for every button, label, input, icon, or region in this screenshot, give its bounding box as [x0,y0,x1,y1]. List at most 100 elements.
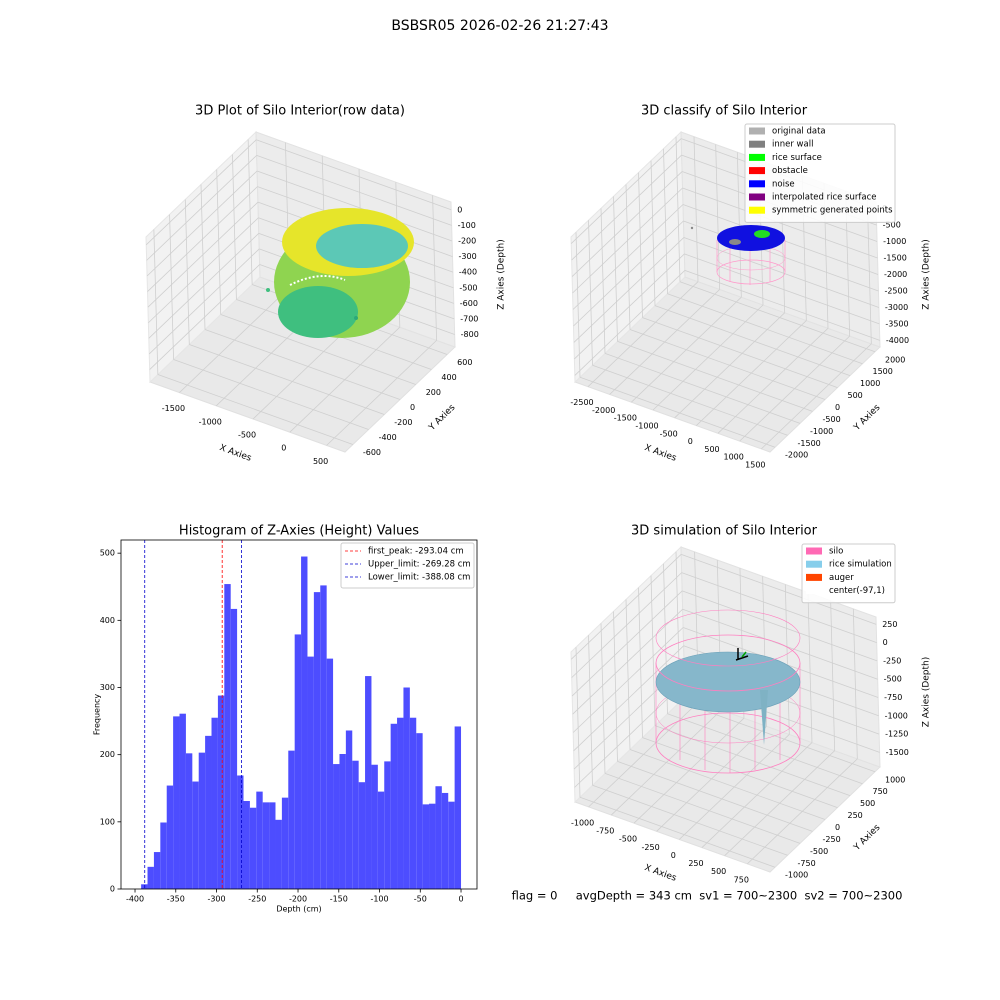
grid-line [682,187,878,259]
y-tick-label: -250 [823,835,841,844]
legend-label: inner wall [772,140,813,150]
z-tick-label: -600 [460,299,478,308]
plot-frame [120,539,478,890]
histogram-bar [448,801,455,889]
y-tick-label: 500 [860,799,875,808]
grid-line [256,155,452,226]
histogram-bar [256,791,263,889]
histogram-bar [179,713,186,889]
histogram-bar [237,775,244,889]
grid-line [573,645,684,752]
histogram-bar [147,866,154,889]
legend-label: silo [829,547,843,557]
grid-line [604,352,801,424]
z-tick-label: -400 [459,268,477,277]
grid-line [570,138,682,244]
histogram-bar [358,782,366,889]
grid-line [683,237,880,308]
histogram-bar [339,753,346,889]
z-tick-label: -250 [883,656,901,665]
x-tick-label: -2500 [570,398,593,407]
histogram-bar [403,687,410,889]
grid-line [572,187,683,294]
x-tick-label: -200 [289,895,307,904]
subplot-title: Histogram of Z-Axies (Height) Values [179,524,419,539]
z-tick-label: -1500 [886,748,909,757]
legend-label: obstacle [772,166,808,176]
legend-label: noise [772,179,795,189]
legend-label: center(-97,1) [829,586,885,596]
grid-line [432,195,438,341]
histogram-bar [269,802,276,889]
legend-swatch [749,127,765,135]
grid-line [571,171,683,277]
grid-line [684,270,880,341]
classified-cloud [690,225,786,285]
histogram-bar [429,803,436,889]
x-tick-label: 0 [281,444,286,453]
legend-swatch [806,560,822,568]
histogram-bar [320,585,327,889]
grid-line [571,154,682,261]
legend-label: auger [829,573,854,583]
z-tick-label: -700 [460,314,478,323]
z-tick-label: 0 [883,638,888,647]
grid-line [571,572,682,678]
subplot-title: 3D classify of Silo Interior [641,104,808,119]
histogram-bar [205,735,212,889]
x-tick-label: -500 [619,835,637,844]
x-tick-label: -1000 [199,417,222,426]
x-tick-label: -50 [414,895,427,904]
y-tick-label: 300 [100,683,115,692]
grid-line [625,599,631,750]
histogram-bar [333,764,340,889]
y-tick-label: 0 [410,403,415,412]
y-tick-label: 750 [873,787,888,796]
x-tick-label: -250 [248,895,266,904]
x-tick-label: -1500 [162,404,185,413]
histogram-bar [198,752,206,889]
grid-line [604,772,801,844]
legend-swatch [806,547,822,555]
grid-line [153,229,159,375]
legend-label: interpolated rice surface [772,193,877,203]
grid-line [667,713,863,785]
grid-line [147,201,259,308]
legend-box [801,543,896,604]
x-tick-label: 500 [313,457,328,466]
legend-label: first_peak: -293.04 cm [368,547,464,557]
y-tick-label: 600 [457,358,472,367]
legend-swatch [749,153,765,161]
legend-swatch [749,167,765,175]
z-axis-label: Z Axies (Depth) [922,239,932,310]
z-tick-label: -100 [458,221,476,230]
legend-swatch [749,206,765,214]
y-tick-label: -750 [798,859,816,868]
histogram-bar [166,785,174,889]
grid-line [681,572,877,643]
histogram-bar [281,797,289,889]
grid-line [189,344,385,415]
grid-line [146,155,257,261]
z-tick-label: -1500 [884,254,907,263]
grid-line [629,329,826,400]
grid-line [256,139,452,211]
point-clouds [266,208,801,774]
x-tick-label: -250 [642,843,660,852]
legend-swatch [806,573,822,581]
grid-line [573,237,685,343]
legend-label: rice surface [772,153,822,163]
x-tick-label: 1000 [723,453,743,462]
y-tick-label: 100 [100,817,115,826]
grid-line [570,554,682,660]
grid-line [683,220,879,292]
histogram-bar [275,819,282,889]
z-tick-label: -750 [884,693,902,702]
grid-line [204,329,401,400]
x-tick-label: 750 [734,875,749,884]
x-axis-label: X Axies [643,863,678,884]
raw-cloud [266,208,414,338]
histogram-bar [313,592,321,889]
x-axis-label: X Axies [218,443,253,464]
